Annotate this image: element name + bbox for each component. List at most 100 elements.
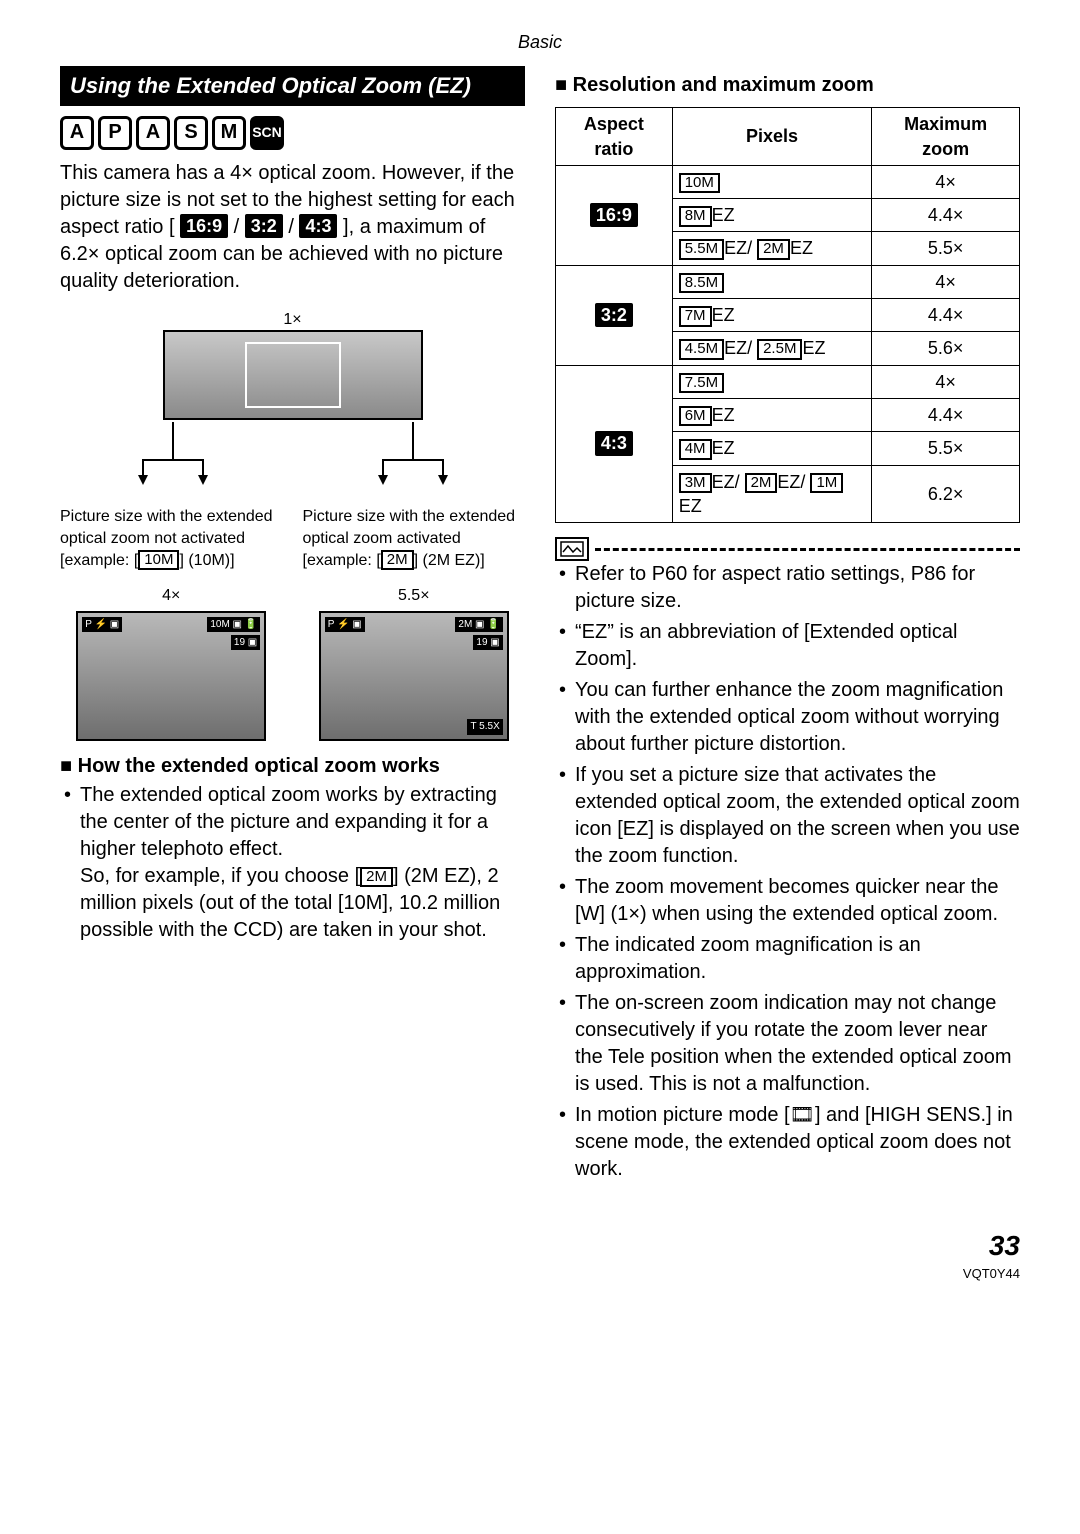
- size-box: 8.5M: [679, 273, 724, 294]
- size-suffix: EZ/: [724, 338, 757, 358]
- pixels-cell: 7.5M: [672, 365, 872, 398]
- resolution-table: Aspect ratio Pixels Maximum zoom 16:9 10M…: [555, 107, 1020, 523]
- mode-icon-s: S: [174, 116, 208, 150]
- size-suffix: EZ: [679, 496, 702, 516]
- aspect-chip: 3:2: [595, 303, 633, 327]
- page-number: 33: [60, 1227, 1020, 1265]
- pixels-cell: 8MEZ: [672, 199, 872, 232]
- size-box: 10M: [679, 173, 720, 194]
- col-maxzoom: Maximum zoom: [872, 108, 1020, 166]
- col-pixels: Pixels: [672, 108, 872, 166]
- sample-thumb-right: P ⚡ ▣ 2M ▣ 🔋 19 ▣ T 5.5X: [319, 611, 509, 741]
- caption-right-box: 2M: [381, 550, 414, 571]
- mode-icon-scn: SCN: [250, 116, 284, 150]
- table-row: 16:910M4×: [556, 165, 1020, 198]
- thumb-right-label: 5.5×: [319, 585, 509, 607]
- sample-thumb-left: P ⚡ ▣ 10M ▣ 🔋 19 ▣: [76, 611, 266, 741]
- diagram-captions: Picture size with the extended optical z…: [60, 506, 525, 571]
- pixels-cell: 8.5M: [672, 265, 872, 298]
- thumb-left-label: 4×: [76, 585, 266, 607]
- zoom-cell: 4.4×: [872, 299, 1020, 332]
- aspect-chip: 4:3: [595, 431, 633, 455]
- size-suffix: EZ: [802, 338, 825, 358]
- note-item: The on-screen zoom indication may not ch…: [559, 990, 1020, 1098]
- note-item: You can further enhance the zoom magnifi…: [559, 677, 1020, 758]
- size-box: 2.5M: [757, 339, 802, 360]
- caption-left-box: 10M: [138, 550, 179, 571]
- ratio-chip-32: 3:2: [245, 214, 283, 238]
- bracket-svg: [113, 420, 473, 490]
- mode-icon-m: M: [212, 116, 246, 150]
- zoom-cell: 5.6×: [872, 332, 1020, 365]
- how-works-item: The extended optical zoom works by extra…: [64, 782, 525, 944]
- pixels-cell: 5.5MEZ/ 2MEZ: [672, 232, 872, 265]
- size-box: 6M: [679, 406, 712, 427]
- how-works-bullets: The extended optical zoom works by extra…: [60, 782, 525, 944]
- col-aspect: Aspect ratio: [556, 108, 673, 166]
- how-works-head: How the extended optical zoom works: [60, 753, 525, 780]
- size-box: 4.5M: [679, 339, 724, 360]
- size-box: 3M: [679, 473, 712, 494]
- table-row: 3:28.5M4×: [556, 265, 1020, 298]
- size-suffix: EZ: [790, 238, 813, 258]
- size-suffix: EZ: [712, 438, 735, 458]
- size-box: 5.5M: [679, 239, 724, 260]
- note-item: The indicated zoom magnification is an a…: [559, 932, 1020, 986]
- aspect-chip: 16:9: [590, 203, 638, 227]
- how-works-box: 2M: [360, 867, 393, 888]
- pixels-cell: 10M: [672, 165, 872, 198]
- zoom-cell: 5.5×: [872, 432, 1020, 465]
- zoom-cell: 4.4×: [872, 398, 1020, 431]
- diagram-top-label: 1×: [60, 309, 525, 331]
- note-item: If you set a picture size that activates…: [559, 762, 1020, 870]
- left-column: Using the Extended Optical Zoom (EZ) A P…: [60, 66, 525, 1187]
- zoom-cell: 4×: [872, 265, 1020, 298]
- zoom-cell: 6.2×: [872, 465, 1020, 523]
- aspect-cell: 4:3: [556, 365, 673, 522]
- mode-icon-p: P: [98, 116, 132, 150]
- zoom-cell: 4×: [872, 165, 1020, 198]
- zoom-diagram: 1×: [60, 309, 525, 499]
- pixels-cell: 6MEZ: [672, 398, 872, 431]
- size-box: 7.5M: [679, 373, 724, 394]
- pixels-cell: 7MEZ: [672, 299, 872, 332]
- pixels-cell: 3MEZ/ 2MEZ/ 1MEZ: [672, 465, 872, 523]
- note-item: In motion picture mode [🎞] and [HIGH SEN…: [559, 1102, 1020, 1183]
- ratio-chip-43: 4:3: [299, 214, 337, 238]
- caption-left: Picture size with the extended optical z…: [60, 506, 283, 571]
- aspect-cell: 3:2: [556, 265, 673, 365]
- size-suffix: EZ/: [777, 472, 810, 492]
- right-column: Resolution and maximum zoom Aspect ratio…: [555, 66, 1020, 1187]
- note-item: “EZ” is an abbreviation of [Extended opt…: [559, 619, 1020, 673]
- size-box: 4M: [679, 439, 712, 460]
- intro-paragraph: This camera has a 4× optical zoom. Howev…: [60, 160, 525, 295]
- mode-icon-a2: A: [136, 116, 170, 150]
- zoom-cell: 5.5×: [872, 232, 1020, 265]
- pixels-cell: 4MEZ: [672, 432, 872, 465]
- size-box: 2M: [757, 239, 790, 260]
- size-suffix: EZ: [712, 405, 735, 425]
- size-box: 2M: [745, 473, 778, 494]
- how-works-text-2a: So, for example, if you choose [: [80, 865, 360, 887]
- caption-left-tail: ] (10M)]: [179, 552, 234, 569]
- mode-icon-a1: A: [60, 116, 94, 150]
- size-suffix: EZ/: [712, 472, 745, 492]
- doc-code: VQT0Y44: [60, 1265, 1020, 1283]
- size-suffix: EZ/: [724, 238, 757, 258]
- table-heading: Resolution and maximum zoom: [555, 72, 1020, 99]
- note-icon: [555, 537, 589, 561]
- aspect-cell: 16:9: [556, 165, 673, 265]
- sample-thumbs: 4× P ⚡ ▣ 10M ▣ 🔋 19 ▣ 5.5× P ⚡ ▣ 2M ▣ 🔋 …: [60, 585, 525, 741]
- page-header: Basic: [60, 30, 1020, 54]
- note-item: The zoom movement becomes quicker near t…: [559, 874, 1020, 928]
- note-divider: [555, 537, 1020, 561]
- size-box: 7M: [679, 306, 712, 327]
- mode-icons-row: A P A S M SCN: [60, 116, 525, 150]
- how-works-text-1: The extended optical zoom works by extra…: [80, 784, 497, 860]
- size-suffix: EZ: [712, 305, 735, 325]
- section-title-ez: Using the Extended Optical Zoom (EZ): [60, 66, 525, 106]
- table-row: 4:37.5M4×: [556, 365, 1020, 398]
- caption-right: Picture size with the extended optical z…: [303, 506, 526, 571]
- size-suffix: EZ: [712, 205, 735, 225]
- size-box: 1M: [810, 473, 843, 494]
